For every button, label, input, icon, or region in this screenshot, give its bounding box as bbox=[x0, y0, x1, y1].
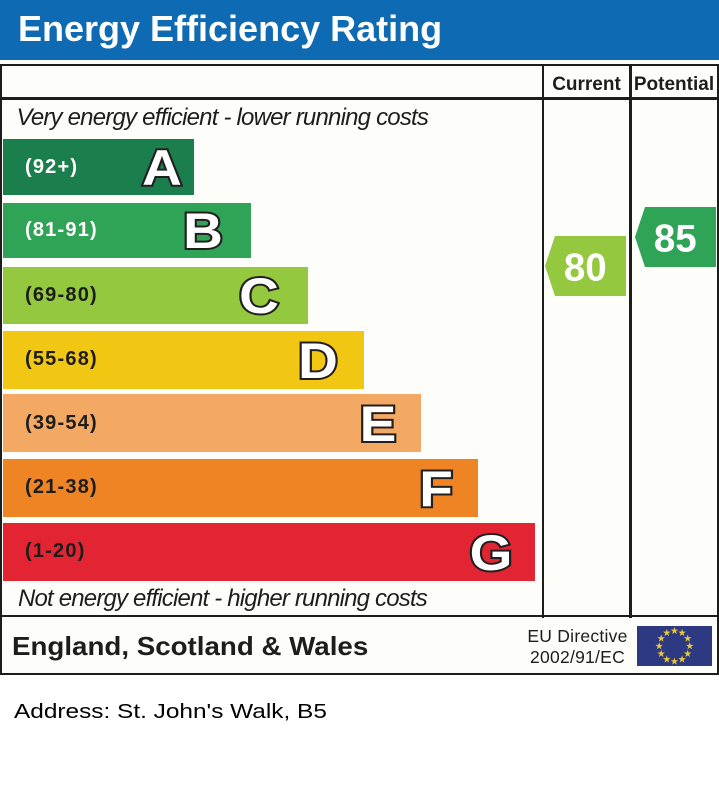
svg-text:85: 85 bbox=[654, 217, 697, 260]
svg-text:80: 80 bbox=[564, 247, 607, 290]
